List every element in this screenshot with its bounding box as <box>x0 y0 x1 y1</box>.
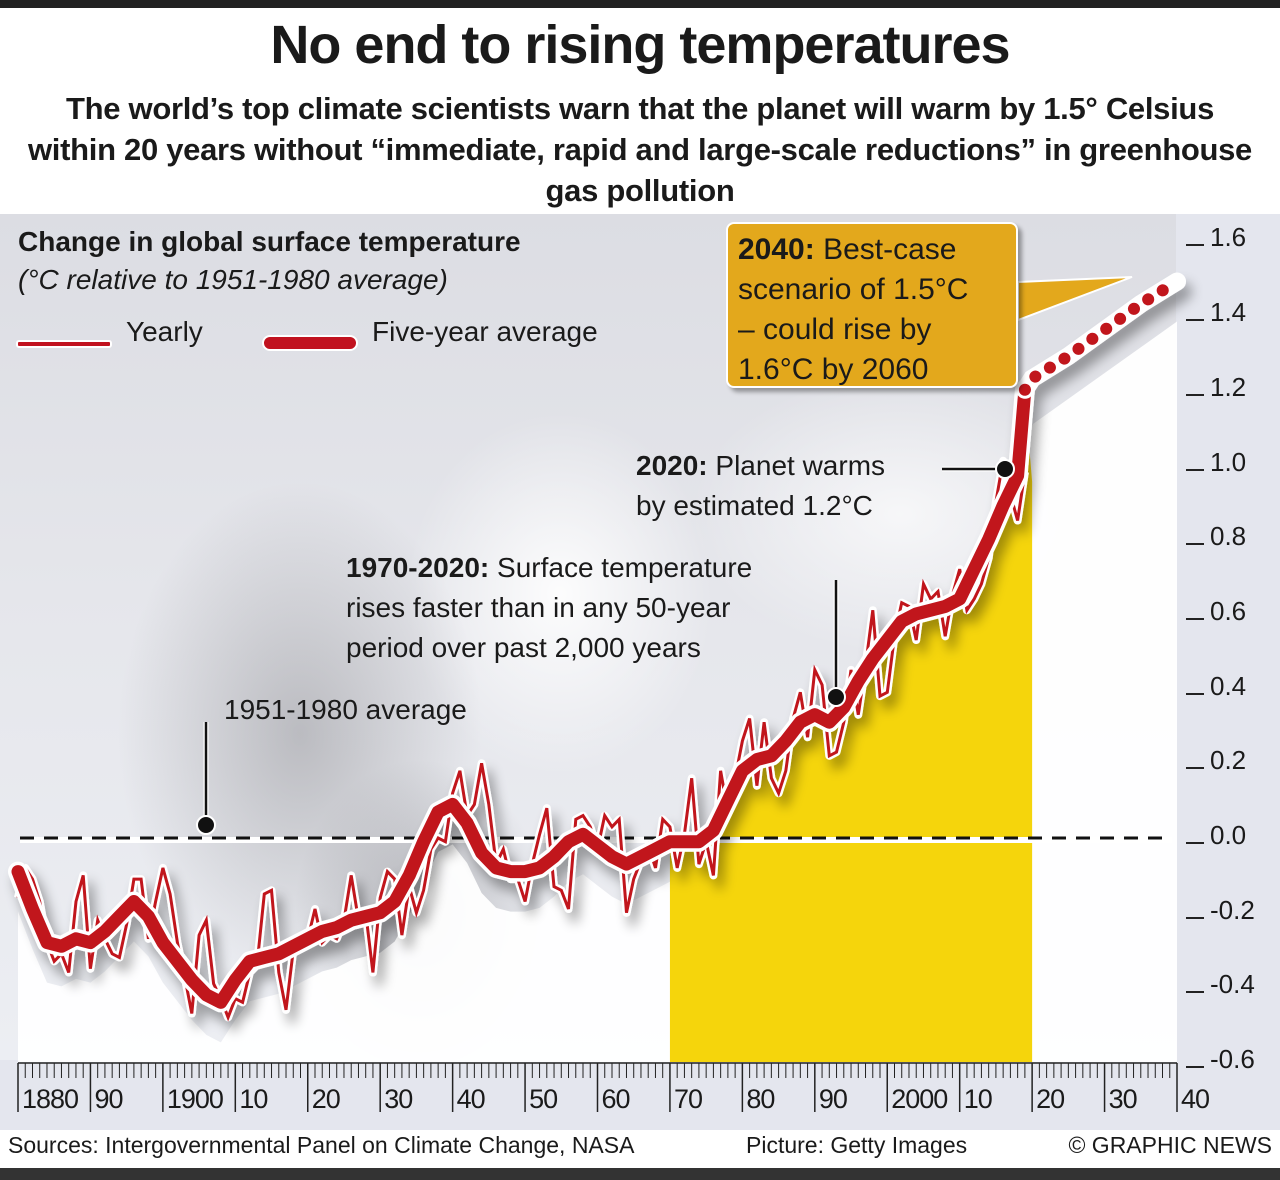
under-curve-white-area <box>18 321 1177 1062</box>
footer-picture-credit: Picture: Getty Images <box>746 1132 968 1158</box>
y-axis-strip <box>1176 214 1280 1060</box>
y-tick: 1.4 <box>1186 297 1276 328</box>
annotation-1970-2020: 1970-2020: Surface temperature rises fas… <box>346 548 752 668</box>
x-axis <box>17 1062 1178 1112</box>
y-tick-label: 1.0 <box>1210 446 1247 477</box>
series-group <box>8 272 1186 1022</box>
y-tick-label: 0.0 <box>1210 820 1247 850</box>
y-tick-label: 1.2 <box>1210 371 1247 402</box>
x-tick-label: 2000 <box>891 1084 948 1114</box>
y-tick: 0.6 <box>1186 596 1276 627</box>
legend-label-five-year: Five-year average <box>372 316 598 347</box>
y-tick: -0.6 <box>1186 1044 1276 1075</box>
x-tick-label: 90 <box>818 1084 848 1114</box>
page-subtitle: The world’s top climate scientists warn … <box>27 91 1253 208</box>
y-tick-mark <box>1186 991 1204 994</box>
annotation-1970-line3: period over past 2,000 years <box>346 632 701 663</box>
annotation-1970-line2: rises faster than in any 50-year <box>346 592 731 623</box>
series-five-year-line <box>11 383 1032 1009</box>
legend-label-yearly: Yearly <box>126 316 203 347</box>
y-tick-mark <box>1186 767 1204 770</box>
y-tick-mark <box>1186 842 1204 844</box>
y-tick-mark <box>1186 692 1204 695</box>
annotation-1970-line1: Surface temperature <box>489 552 753 583</box>
annotation-2020-line1: Planet warms <box>707 450 886 481</box>
y-tick-label: 0.4 <box>1210 670 1247 701</box>
y-tick: -0.4 <box>1186 969 1276 1000</box>
y-tick-mark <box>1186 1066 1204 1069</box>
legend-swatch-five-year <box>262 335 358 351</box>
y-tick-mark <box>1186 916 1204 919</box>
y-tick-label: 0.6 <box>1210 595 1247 626</box>
legend-swatch-yearly <box>16 340 112 348</box>
x-tick-label: 80 <box>746 1084 775 1114</box>
y-tick: 0.2 <box>1186 745 1276 776</box>
y-tick: 1.0 <box>1186 447 1276 478</box>
x-tick-label: 70 <box>673 1084 703 1114</box>
footer-sources: Sources: Intergovernmental Panel on Clim… <box>8 1132 635 1158</box>
chart-subtitle: (°C relative to 1951-1980 average) <box>18 264 448 295</box>
y-tick-mark <box>1186 617 1204 620</box>
y-tick-mark <box>1186 393 1204 396</box>
y-tick-label: -0.2 <box>1210 894 1255 925</box>
x-tick-label: 40 <box>1181 1084 1210 1114</box>
x-tick-label: 10 <box>963 1084 993 1114</box>
y-tick-label: -0.6 <box>1210 1044 1255 1075</box>
x-tick-label: 30 <box>384 1084 413 1114</box>
annotation-pointers <box>196 276 1133 835</box>
y-tick: 1.2 <box>1186 372 1276 403</box>
highlight-band-1970-2020 <box>669 395 1033 1062</box>
x-tick-label: 1880 <box>22 1084 79 1114</box>
callout-2040-line2: scenario of 1.5°C <box>738 273 969 306</box>
y-tick-label: 0.2 <box>1210 745 1247 776</box>
y-tick-mark <box>1186 468 1204 471</box>
x-tick-label: 30 <box>1108 1084 1138 1114</box>
annotation-2020: 2020: Planet warms by estimated 1.2°C <box>636 446 885 526</box>
y-tick-label: 1.6 <box>1210 222 1247 253</box>
y-tick: 0.0 <box>1186 820 1276 851</box>
y-tick-mark <box>1186 543 1204 546</box>
y-tick-mark <box>1186 319 1204 322</box>
annotation-2020-year: 2020: <box>636 450 708 481</box>
y-tick: 0.4 <box>1186 671 1276 702</box>
page-title: No end to rising temperatures <box>270 15 1010 75</box>
series-projection-dotted <box>1018 275 1183 396</box>
callout-2040-line1: Best-case <box>814 233 957 266</box>
chart-title: Change in global surface temperature <box>18 226 521 257</box>
y-tick: 0.8 <box>1186 521 1276 552</box>
x-tick-label: 20 <box>1036 1084 1065 1114</box>
bottom-bar <box>0 1168 1280 1180</box>
x-tick-label: 50 <box>529 1084 558 1114</box>
x-tick-label: 90 <box>94 1084 123 1114</box>
pointer-1970-dot <box>826 687 846 707</box>
callout-2040-year: 2040: <box>738 233 815 266</box>
pointer-baseline-dot <box>196 815 216 835</box>
annotation-1970-year: 1970-2020: <box>346 552 490 583</box>
x-tick-label: 60 <box>601 1084 631 1114</box>
x-tick-label: 1900 <box>166 1084 224 1114</box>
y-tick-label: 0.8 <box>1210 521 1247 552</box>
y-tick: -0.2 <box>1186 895 1276 926</box>
y-tick-label: -0.4 <box>1210 969 1255 1000</box>
y-tick: 1.6 <box>1186 222 1276 253</box>
callout-2040-line3: – could rise by <box>738 313 932 346</box>
callout-2040-line4: 1.6°C by 2060 <box>738 353 929 386</box>
footer-copyright: © GRAPHIC NEWS <box>1068 1132 1272 1158</box>
footer: Sources: Intergovernmental Panel on Clim… <box>8 1132 1272 1166</box>
x-tick-label: 20 <box>311 1084 341 1114</box>
top-bar <box>0 0 1280 8</box>
pointer-2020-dot <box>995 459 1015 479</box>
x-tick-label: 40 <box>456 1084 486 1114</box>
y-tick-mark <box>1186 244 1204 247</box>
annotation-baseline: 1951-1980 average <box>224 694 467 725</box>
annotation-2040-callout: 2040: Best-case scenario of 1.5°C – coul… <box>726 222 1018 388</box>
annotation-2020-line2: by estimated 1.2°C <box>636 490 873 521</box>
callout-2040-pointer <box>1017 276 1133 322</box>
y-tick-label: 1.4 <box>1210 297 1247 328</box>
x-tick-label: 10 <box>239 1084 268 1114</box>
